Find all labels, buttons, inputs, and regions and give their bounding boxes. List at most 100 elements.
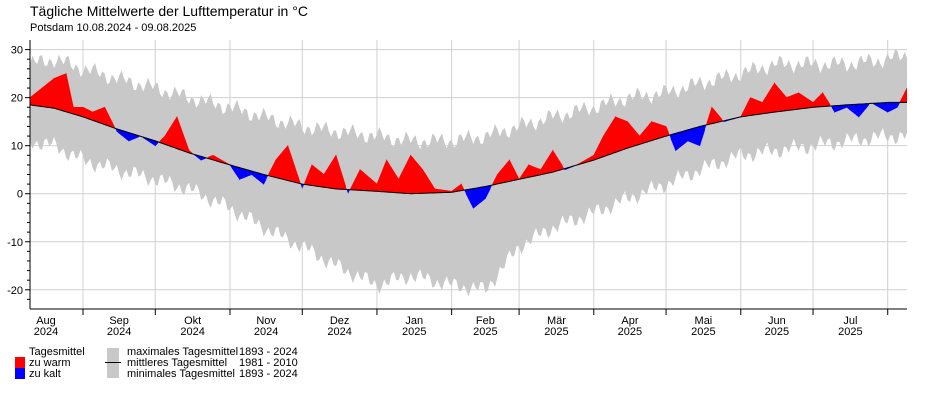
anomaly-segment bbox=[126, 131, 130, 142]
anomaly-segment bbox=[424, 172, 428, 194]
anomaly-segment bbox=[689, 128, 693, 144]
y-tick-label: 0 bbox=[17, 189, 23, 201]
x-month-label: Jan bbox=[405, 315, 423, 327]
x-month-label: Okt bbox=[184, 315, 201, 327]
y-tick-label: 10 bbox=[11, 141, 23, 153]
legend-mean-label: mittleres Tagesmittel bbox=[127, 357, 228, 369]
anomaly-segment bbox=[622, 119, 626, 151]
anomaly-segment bbox=[407, 155, 411, 195]
legend-max-period: 1893 - 2024 bbox=[239, 346, 298, 358]
anomaly-segment bbox=[660, 124, 664, 138]
anomaly-segment bbox=[475, 187, 479, 207]
y-tick-label: -10 bbox=[7, 237, 23, 249]
anomaly-segment bbox=[101, 106, 105, 126]
anomaly-segment bbox=[694, 126, 698, 146]
anomaly-segment bbox=[819, 92, 823, 108]
anomaly-segment bbox=[830, 105, 833, 109]
x-month-label: Apr bbox=[621, 315, 638, 327]
anomaly-segment bbox=[627, 120, 631, 149]
anomaly-segment bbox=[669, 134, 671, 139]
legend-max-label: maximales Tagesmittel bbox=[127, 346, 239, 358]
anomaly-segment bbox=[61, 74, 65, 112]
anomaly-segment bbox=[803, 95, 807, 109]
anomaly-segment bbox=[287, 145, 291, 182]
anomaly-segment bbox=[798, 92, 802, 110]
anomaly-segment bbox=[759, 101, 763, 115]
x-month-label: Mai bbox=[695, 315, 713, 327]
anomaly-segment bbox=[547, 153, 551, 174]
x-year-label: 2024 bbox=[107, 326, 131, 338]
anomaly-segment bbox=[39, 87, 43, 107]
anomaly-segment bbox=[668, 132, 670, 136]
anomaly-segment bbox=[405, 159, 409, 194]
mean-line-layer bbox=[30, 101, 907, 195]
x-year-label: 2025 bbox=[544, 326, 568, 338]
x-year-label: 2025 bbox=[838, 326, 862, 338]
anomaly-segment bbox=[239, 167, 243, 180]
anomaly-segment bbox=[634, 129, 638, 147]
anomaly-segment bbox=[275, 156, 279, 179]
anomaly-segment bbox=[241, 167, 245, 179]
anomaly-segment bbox=[632, 126, 636, 147]
anomaly-segment bbox=[316, 168, 320, 187]
y-tick-label: 30 bbox=[11, 45, 23, 57]
anomaly-segment bbox=[774, 82, 778, 113]
anomaly-segment bbox=[391, 166, 395, 193]
x-year-label: 2025 bbox=[473, 326, 497, 338]
anomaly-segment bbox=[504, 162, 508, 183]
anomaly-segment bbox=[658, 123, 662, 139]
anomaly-segment bbox=[371, 179, 375, 192]
anomaly-segment bbox=[817, 94, 821, 108]
anomaly-segment bbox=[851, 104, 855, 114]
anomaly-segment bbox=[48, 79, 52, 109]
anomaly-segment bbox=[769, 86, 773, 114]
anomaly-segment bbox=[346, 189, 349, 194]
anomaly-segment bbox=[97, 108, 101, 124]
chart-title: Tägliche Mittelwerte der Lufttemperatur … bbox=[30, 3, 308, 19]
anomaly-segment bbox=[46, 81, 50, 108]
anomaly-segment bbox=[653, 122, 657, 141]
anomaly-segment bbox=[853, 103, 857, 116]
anomaly-segment bbox=[393, 170, 397, 194]
band-layer bbox=[30, 49, 907, 297]
anomaly-segment bbox=[169, 123, 173, 148]
anomaly-segment bbox=[403, 164, 407, 194]
anomaly-segment bbox=[94, 109, 98, 123]
anomaly-segment bbox=[32, 93, 36, 106]
x-year-label: 2025 bbox=[691, 326, 715, 338]
x-year-label: 2025 bbox=[402, 326, 426, 338]
anomaly-segment bbox=[800, 93, 804, 110]
anomaly-segment bbox=[171, 119, 175, 149]
anomaly-segment bbox=[410, 154, 414, 195]
anomaly-segment bbox=[839, 104, 843, 111]
anomaly-segment bbox=[783, 93, 787, 112]
x-month-label: Dez bbox=[330, 315, 350, 327]
anomaly-segment bbox=[330, 158, 334, 189]
anomaly-segment bbox=[685, 129, 689, 144]
anomaly-segment bbox=[533, 166, 537, 177]
x-year-label: 2025 bbox=[765, 326, 789, 338]
anomaly-segment bbox=[535, 167, 539, 177]
anomaly-segment bbox=[260, 173, 265, 185]
anomaly-segment bbox=[795, 92, 799, 110]
legend-max: maximales Tagesmittel 1893 - 2024 bbox=[127, 346, 298, 358]
anomaly-segment bbox=[550, 149, 554, 173]
anomaly-segment bbox=[362, 171, 366, 191]
anomaly-segment bbox=[266, 175, 268, 180]
anomaly-segment bbox=[856, 103, 860, 118]
anomaly-segment bbox=[482, 186, 486, 202]
x-year-label: 2024 bbox=[254, 326, 278, 338]
anomaly-segment bbox=[538, 168, 542, 176]
anomaly-segment bbox=[610, 119, 614, 155]
anomaly-segment bbox=[464, 189, 467, 194]
anomaly-segment bbox=[364, 173, 368, 192]
anomaly-segment bbox=[174, 115, 178, 150]
anomaly-segment bbox=[75, 106, 79, 116]
anomaly-segment bbox=[321, 171, 325, 188]
anomaly-segment bbox=[528, 164, 532, 178]
anomaly-segment bbox=[285, 144, 289, 181]
anomaly-segment bbox=[682, 130, 686, 146]
extreme-band bbox=[30, 49, 907, 297]
anomaly-segment bbox=[44, 83, 48, 108]
